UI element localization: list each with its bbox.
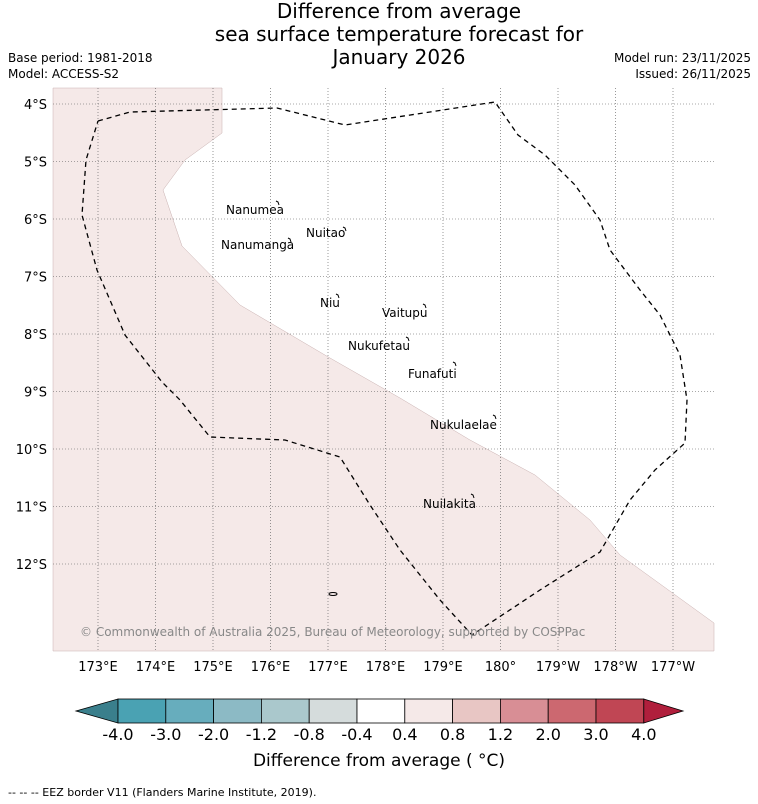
lat-label: 5°S bbox=[24, 156, 47, 171]
lon-label: 177°W bbox=[651, 660, 695, 675]
figure-title: Difference from average sea surface temp… bbox=[0, 0, 758, 69]
colorbar: -4.0 -3.0 -2.0 -1.2 -0.8 -0.4 0.4 0.8 1.2 2.0 3.0 4… bbox=[74, 698, 685, 744]
eez-border bbox=[81, 101, 688, 636]
latitude-labels: 4°S 5°S 6°S 7°S 8°S 9°S 10°S 11°S 12°S bbox=[16, 98, 47, 573]
lat-label: 10°S bbox=[16, 443, 47, 458]
lon-label: 179°W bbox=[536, 660, 580, 675]
lat-label: 7°S bbox=[24, 271, 47, 286]
lon-label: 178°E bbox=[366, 660, 406, 675]
lon-label: 179°E bbox=[423, 660, 463, 675]
lon-label: 173°E bbox=[78, 660, 118, 675]
colorbar-tick-label: 1.2 bbox=[488, 725, 513, 744]
colorbar-tick-label: -4.0 bbox=[102, 725, 133, 744]
island-shape bbox=[275, 200, 280, 206]
island-label: Nuitao bbox=[306, 226, 345, 240]
model-run: Model run: 23/11/2025 bbox=[613, 51, 751, 65]
colorbar-tick-label: 0.4 bbox=[392, 725, 417, 744]
island-label: Nanumanga bbox=[221, 238, 294, 252]
island-label: Vaitupu bbox=[382, 306, 428, 320]
colorbar-swatch bbox=[117, 698, 167, 724]
colorbar-tick-label: 2.0 bbox=[535, 725, 560, 744]
lat-label: 6°S bbox=[24, 213, 47, 228]
lon-label: 177°E bbox=[308, 660, 348, 675]
anomaly-region bbox=[52, 87, 715, 652]
island-shape bbox=[335, 293, 340, 299]
colorbar-tick-label: -3.0 bbox=[150, 725, 181, 744]
longitude-labels: 173°E 174°E 175°E 176°E 177°E 178°E 179°E 180° 1… bbox=[78, 660, 695, 675]
copyright: © Commonwealth of Australia 2025, Bureau… bbox=[80, 625, 585, 639]
lat-label: 9°S bbox=[24, 386, 47, 401]
colorbar-swatch bbox=[404, 698, 453, 724]
colorbar-swatch bbox=[308, 698, 358, 724]
lat-label: 8°S bbox=[24, 328, 47, 343]
gridlines bbox=[53, 88, 714, 651]
island-shape bbox=[422, 303, 427, 309]
island-label: Nuilakita bbox=[423, 497, 476, 511]
colorbar-tick-label: 0.8 bbox=[440, 725, 465, 744]
title-line-2: sea surface temperature forecast for bbox=[214, 22, 584, 46]
colorbar-swatch bbox=[165, 698, 215, 724]
lat-label: 12°S bbox=[16, 558, 47, 573]
island-shape bbox=[470, 493, 475, 499]
model-name: Model: ACCESS-S2 bbox=[8, 67, 120, 81]
footer-note: -- -- -- EEZ border V11 (Flanders Marine… bbox=[8, 786, 317, 799]
map: Nanumea Nuitao Nanumanga Niu Vaitupu Nukufeta… bbox=[16, 87, 715, 675]
colorbar-tick-label: -2.0 bbox=[198, 725, 229, 744]
island-label: Nukufetau bbox=[348, 339, 410, 353]
issued-date: Issued: 26/11/2025 bbox=[635, 67, 751, 81]
island-shape bbox=[342, 226, 347, 232]
colorbar-max-arrow bbox=[643, 698, 685, 724]
island-label: Nanumea bbox=[226, 203, 284, 217]
reef-outline bbox=[328, 592, 338, 596]
colorbar-min-arrow bbox=[74, 698, 119, 724]
colorbar-label: Difference from average ( °C) bbox=[252, 751, 506, 771]
island-shape bbox=[452, 361, 457, 367]
island-shape bbox=[287, 237, 292, 243]
lon-label: 178°W bbox=[593, 660, 637, 675]
colorbar-tick-label: -0.8 bbox=[294, 725, 325, 744]
islands: Nanumea Nuitao Nanumanga Niu Vaitupu Nukufeta… bbox=[221, 200, 497, 511]
base-period: Base period: 1981-2018 bbox=[8, 51, 153, 65]
colorbar-swatch bbox=[213, 698, 262, 724]
lat-label: 4°S bbox=[24, 98, 47, 113]
colorbar-swatch bbox=[452, 698, 501, 724]
lon-label: 174°E bbox=[136, 660, 176, 675]
lon-label: 176°E bbox=[251, 660, 291, 675]
island-label: Niu bbox=[320, 296, 340, 310]
lon-label: 180° bbox=[485, 660, 516, 675]
lat-label: 11°S bbox=[16, 501, 47, 516]
colorbar-swatch bbox=[499, 698, 549, 724]
colorbar-tick-label: 3.0 bbox=[583, 725, 608, 744]
title-line-3: January 2026 bbox=[332, 45, 466, 69]
colorbar-tick-label: 4.0 bbox=[631, 725, 656, 744]
colorbar-tick-label: -0.4 bbox=[341, 725, 372, 744]
colorbar-swatch bbox=[260, 698, 310, 724]
island-shape bbox=[405, 336, 410, 342]
colorbar-tick-label: -1.2 bbox=[246, 725, 277, 744]
island-label: Funafuti bbox=[408, 367, 457, 381]
lon-label: 175°E bbox=[193, 660, 233, 675]
title-line-1: Difference from average bbox=[276, 0, 522, 23]
colorbar-swatch bbox=[356, 698, 406, 724]
island-label: Nukulaelae bbox=[430, 418, 497, 432]
colorbar-swatch bbox=[595, 698, 645, 724]
colorbar-swatch bbox=[547, 698, 597, 724]
island-shape bbox=[492, 414, 497, 420]
